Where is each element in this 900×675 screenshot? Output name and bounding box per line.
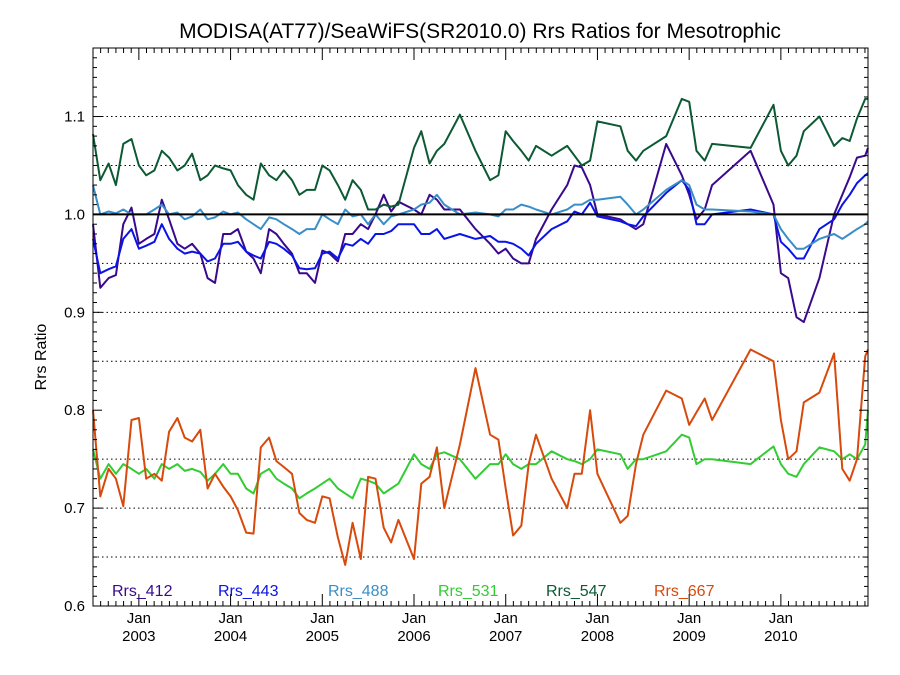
x-tick-label-year: 2009 xyxy=(672,628,705,645)
y-tick-label: 1.1 xyxy=(64,109,85,126)
x-tick-label-month: Jan xyxy=(402,610,426,627)
x-tick-label-month: Jan xyxy=(310,610,334,627)
x-tick-label-month: Jan xyxy=(677,610,701,627)
x-tick-label-year: 2003 xyxy=(122,628,155,645)
x-tick-label-year: 2008 xyxy=(581,628,614,645)
x-axis: Jan2003Jan2004Jan2005Jan2006Jan2007Jan20… xyxy=(92,48,866,645)
series-line-rrs-667 xyxy=(92,348,869,566)
x-tick-label-year: 2010 xyxy=(764,628,797,645)
x-tick-label-month: Jan xyxy=(585,610,609,627)
legend: Rrs_412 Rrs_443 Rrs_488 Rrs_531 Rrs_547 Rrs_6… xyxy=(112,583,715,600)
x-tick-label-month: Jan xyxy=(494,610,518,627)
legend-entry-rrs-488: Rrs_488 xyxy=(328,583,389,600)
x-tick-label-year: 2005 xyxy=(306,628,339,645)
legend-entry-rrs-443: Rrs_443 xyxy=(218,583,279,600)
grid-lines xyxy=(93,116,868,558)
series-line-rrs-488 xyxy=(92,179,869,250)
x-tick-label-month: Jan xyxy=(769,610,793,627)
x-tick-label-year: 2006 xyxy=(397,628,430,645)
chart-title: MODISA(AT77)/SeaWiFS(SR2010.0) Rrs Ratio… xyxy=(179,20,781,43)
series-lines xyxy=(92,97,869,566)
y-tick-label: 0.7 xyxy=(64,500,85,517)
series-line-rrs-412 xyxy=(92,142,869,324)
legend-entry-rrs-531: Rrs_531 xyxy=(438,583,499,600)
x-tick-label-year: 2007 xyxy=(489,628,522,645)
series-line-rrs-443 xyxy=(92,172,869,275)
x-tick-label-year: 2004 xyxy=(214,628,247,645)
legend-entry-rrs-547: Rrs_547 xyxy=(546,583,607,600)
legend-entry-rrs-667: Rrs_667 xyxy=(654,583,715,600)
y-tick-label: 0.6 xyxy=(64,598,85,615)
series-line-rrs-547 xyxy=(92,97,868,211)
plot-frame xyxy=(92,47,869,607)
y-tick-label: 0.8 xyxy=(64,402,85,419)
y-axis: 0.6 0.7 0.8 0.9 1.0 1.1 xyxy=(64,47,868,615)
series-line-rrs-531 xyxy=(92,410,869,500)
y-axis-label: Rrs Ratio xyxy=(33,324,50,391)
legend-entry-rrs-412: Rrs_412 xyxy=(112,583,173,600)
y-tick-label: 0.9 xyxy=(64,304,85,321)
y-tick-label: 1.0 xyxy=(64,206,85,223)
x-tick-label-month: Jan xyxy=(127,610,151,627)
x-tick-label-month: Jan xyxy=(218,610,242,627)
